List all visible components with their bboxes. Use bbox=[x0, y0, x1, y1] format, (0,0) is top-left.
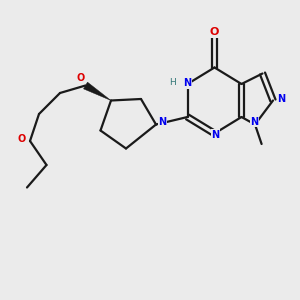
Text: N: N bbox=[211, 130, 220, 140]
Text: N: N bbox=[183, 78, 191, 88]
Text: N: N bbox=[158, 117, 167, 127]
Text: N: N bbox=[277, 94, 286, 104]
Text: O: O bbox=[77, 73, 85, 83]
Text: O: O bbox=[17, 134, 26, 145]
Polygon shape bbox=[83, 82, 111, 100]
Text: O: O bbox=[210, 27, 219, 38]
Text: N: N bbox=[250, 116, 259, 127]
Text: H: H bbox=[169, 78, 176, 87]
